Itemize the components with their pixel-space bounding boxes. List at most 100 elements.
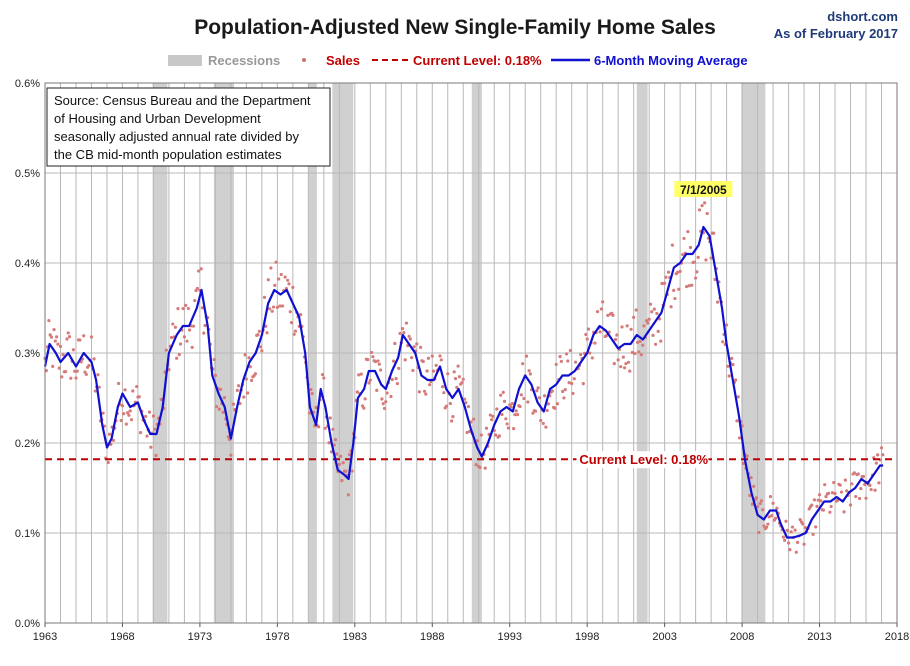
sales-point xyxy=(759,499,764,503)
sales-point xyxy=(535,389,539,393)
sales-point xyxy=(566,359,570,363)
sales-point xyxy=(519,393,523,397)
sales-point xyxy=(164,348,168,352)
sales-point xyxy=(175,356,179,360)
sales-point xyxy=(253,372,258,376)
sales-point xyxy=(483,466,487,470)
sales-point xyxy=(637,350,641,354)
sales-point xyxy=(651,333,655,337)
sales-point xyxy=(567,381,571,385)
sales-point xyxy=(713,277,717,282)
sales-point xyxy=(126,411,130,415)
sales-point xyxy=(546,402,551,406)
sales-point xyxy=(217,407,221,411)
current-level-label-bg xyxy=(576,451,709,469)
x-tick-label: 1983 xyxy=(343,631,367,643)
sales-point xyxy=(280,304,285,308)
sales-point xyxy=(515,413,520,417)
sales-point xyxy=(53,339,57,343)
sales-point xyxy=(700,203,704,208)
x-tick-label: 2018 xyxy=(885,631,909,643)
sales-point xyxy=(244,377,248,381)
sales-point xyxy=(595,310,600,314)
sales-point xyxy=(187,328,192,332)
sales-point xyxy=(638,339,642,343)
sales-point xyxy=(107,432,112,436)
sales-point xyxy=(673,296,677,301)
sales-point xyxy=(593,341,597,345)
sales-point xyxy=(288,310,292,314)
sales-point xyxy=(56,342,60,346)
sales-point xyxy=(308,411,312,415)
sales-point xyxy=(554,362,558,367)
sales-point xyxy=(568,348,573,353)
sales-point xyxy=(428,383,432,387)
sales-point xyxy=(727,374,731,378)
sales-point xyxy=(793,528,797,532)
sales-point xyxy=(197,269,201,273)
sales-point xyxy=(242,395,246,399)
sales-point xyxy=(266,278,270,282)
sales-point xyxy=(231,402,236,406)
sales-point xyxy=(222,396,227,400)
sales-point xyxy=(528,372,532,376)
sales-point xyxy=(634,308,638,312)
sales-point xyxy=(650,310,654,314)
sales-point xyxy=(843,478,847,482)
sales-point xyxy=(814,525,818,529)
sales-point xyxy=(558,355,562,359)
sales-point xyxy=(598,330,602,334)
sales-point xyxy=(382,406,387,411)
sales-point xyxy=(812,498,816,502)
sales-point xyxy=(460,380,464,385)
sales-point xyxy=(123,388,127,392)
sales-point xyxy=(750,502,755,506)
sales-point xyxy=(838,483,842,487)
sales-point xyxy=(199,267,203,271)
sales-point xyxy=(471,417,476,421)
sales-point xyxy=(186,306,190,311)
sales-point xyxy=(811,532,815,536)
sales-point xyxy=(377,362,381,366)
sales-point xyxy=(431,369,436,373)
sales-point xyxy=(153,427,157,431)
sales-point xyxy=(611,313,615,317)
sales-point xyxy=(246,391,250,395)
y-tick-label: 0.1% xyxy=(15,528,40,540)
sales-point xyxy=(51,364,55,368)
sales-point xyxy=(317,425,321,429)
y-tick-label: 0.0% xyxy=(15,618,40,630)
sales-point xyxy=(182,335,187,339)
peak-annotation: 7/1/2005 xyxy=(674,181,733,197)
sales-point xyxy=(422,389,427,393)
sales-point xyxy=(832,480,836,485)
sales-point xyxy=(203,323,207,328)
sales-point xyxy=(585,337,589,341)
sales-point xyxy=(128,409,132,413)
sales-point xyxy=(385,391,389,395)
sales-point xyxy=(533,409,538,413)
sales-point xyxy=(735,419,739,423)
sales-point xyxy=(73,369,77,373)
sales-point xyxy=(212,357,216,362)
source-note-box xyxy=(46,87,331,167)
sales-point xyxy=(850,482,854,486)
sales-point xyxy=(692,260,696,264)
sales-point xyxy=(291,285,295,289)
sales-point xyxy=(380,397,384,401)
x-tick-label: 1963 xyxy=(33,631,57,643)
sales-point xyxy=(830,491,835,495)
sales-point xyxy=(273,283,277,287)
sales-point xyxy=(111,438,116,442)
sales-point xyxy=(695,270,699,274)
sales-point xyxy=(630,350,634,355)
sales-point xyxy=(293,329,298,333)
sales-point xyxy=(195,286,199,291)
sales-point xyxy=(497,434,501,438)
plot-frame xyxy=(44,82,898,624)
sales-point xyxy=(376,359,380,363)
sales-point xyxy=(367,381,371,385)
chart-title: Population-Adjusted New Single-Family Ho… xyxy=(194,16,716,39)
sales-point xyxy=(419,345,423,349)
